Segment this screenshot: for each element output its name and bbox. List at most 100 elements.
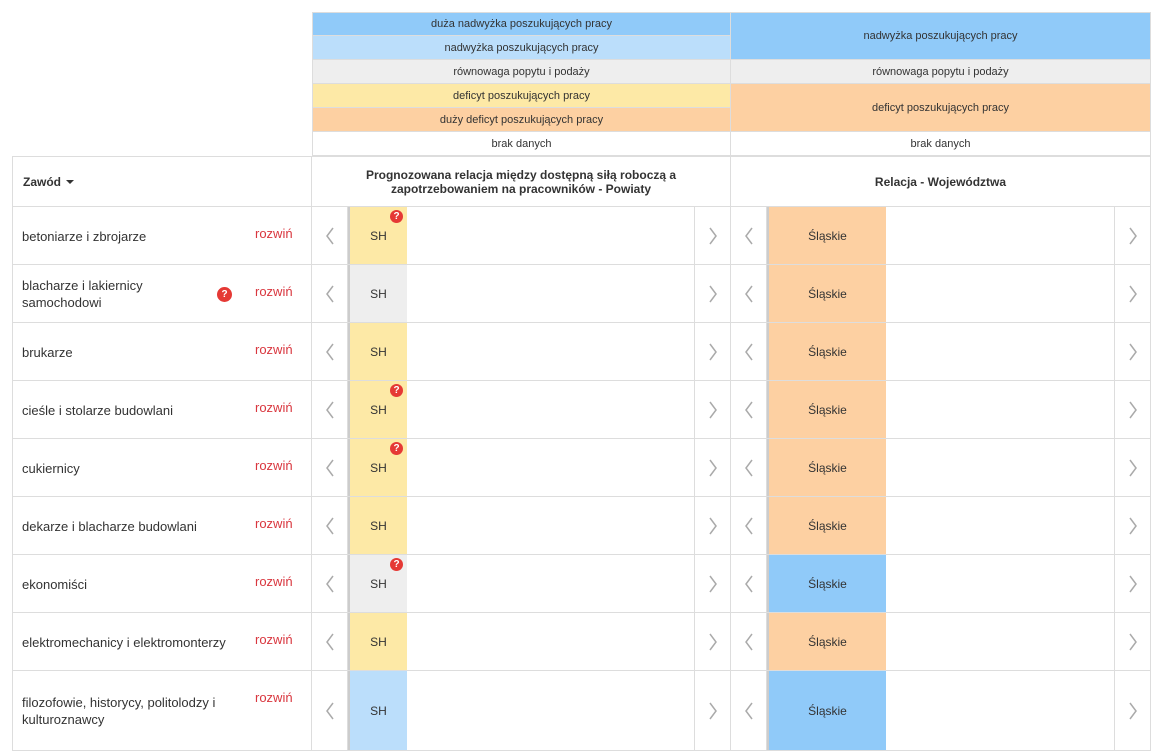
column-divider <box>730 439 731 497</box>
arrow-button[interactable] <box>694 555 730 613</box>
expand-link[interactable]: rozwiń <box>255 342 293 357</box>
column-divider <box>730 381 731 439</box>
column-divider <box>311 439 312 497</box>
arrow-button[interactable] <box>312 381 348 439</box>
occupation-text: elektromechanicy i elektromonterzy <box>22 634 226 650</box>
help-icon[interactable]: ? <box>390 442 403 455</box>
chevron <box>1128 343 1137 361</box>
arrow-button[interactable] <box>312 671 348 751</box>
arrow-button[interactable] <box>694 439 730 497</box>
column-divider <box>311 497 312 555</box>
region-cell: Śląskie <box>767 439 886 496</box>
arrow-button[interactable] <box>312 207 348 265</box>
arrow-button[interactable] <box>694 265 730 323</box>
chevron <box>708 633 717 651</box>
column-divider <box>730 613 731 671</box>
arrow-button[interactable] <box>1114 555 1150 613</box>
arrow-button[interactable] <box>731 439 767 497</box>
occupation-text: filozofowie, historycy, politolodzy i ku… <box>22 695 216 727</box>
arrow-button[interactable] <box>1114 265 1150 323</box>
arrow-button[interactable] <box>694 381 730 439</box>
column-header[interactable]: Zawód <box>12 156 312 207</box>
chevron <box>708 517 717 535</box>
help-icon[interactable]: ? <box>390 384 403 397</box>
arrow-button[interactable] <box>312 265 348 323</box>
header-text: Zawód <box>23 174 61 189</box>
arrow-button[interactable] <box>694 671 730 751</box>
arrow-button[interactable] <box>731 381 767 439</box>
column-divider <box>730 265 731 323</box>
column-divider <box>730 323 731 381</box>
region-cell: Śląskie <box>767 613 886 670</box>
arrow-button[interactable] <box>1114 439 1150 497</box>
column-header: Prognozowana relacja między dostępną sił… <box>312 156 731 207</box>
row-border <box>12 497 1151 555</box>
legend-item: brak danych <box>731 132 1151 156</box>
occupation-name: dekarze i blacharze budowlani <box>12 497 242 555</box>
arrow-button[interactable] <box>1114 381 1150 439</box>
chevron <box>744 633 753 651</box>
expand-link[interactable]: rozwiń <box>255 632 293 647</box>
region-cell: Śląskie <box>767 323 886 380</box>
arrow-button[interactable] <box>694 323 730 381</box>
help-icon[interactable]: ? <box>390 210 403 223</box>
arrow-button[interactable] <box>731 497 767 555</box>
arrow-button[interactable] <box>731 613 767 671</box>
arrow-button[interactable] <box>694 207 730 265</box>
expand-link[interactable]: rozwiń <box>255 516 293 531</box>
row-border <box>12 207 1151 265</box>
chevron <box>325 343 334 361</box>
arrow-button[interactable] <box>1114 497 1150 555</box>
chevron <box>1128 633 1137 651</box>
occupation-name: betoniarze i zbrojarze <box>12 207 242 265</box>
arrow-button[interactable] <box>731 207 767 265</box>
arrow-button[interactable] <box>312 323 348 381</box>
arrow-button[interactable] <box>312 613 348 671</box>
arrow-button[interactable] <box>731 323 767 381</box>
region-cell: Śląskie <box>767 555 886 612</box>
arrow-button[interactable] <box>312 439 348 497</box>
expand-link[interactable]: rozwiń <box>255 574 293 589</box>
occupation-name: filozofowie, historycy, politolodzy i ku… <box>12 671 242 751</box>
arrow-button[interactable] <box>694 613 730 671</box>
powiat-cell: SH <box>348 323 407 380</box>
legend-item: deficyt poszukujących pracy <box>312 84 731 108</box>
arrow-button[interactable] <box>731 555 767 613</box>
arrow-button[interactable] <box>694 497 730 555</box>
help-icon[interactable]: ? <box>217 286 232 302</box>
occupation-text: dekarze i blacharze budowlani <box>22 518 197 534</box>
column-divider <box>311 613 312 671</box>
column-divider <box>311 207 312 265</box>
expand-link[interactable]: rozwiń <box>255 400 293 415</box>
help-icon[interactable]: ? <box>390 558 403 571</box>
occupation-name: cukiernicy <box>12 439 242 497</box>
powiat-cell: SH <box>348 613 407 670</box>
legend-item: brak danych <box>312 132 731 156</box>
arrow-button[interactable] <box>1114 207 1150 265</box>
column-divider <box>730 207 731 265</box>
region-cell: Śląskie <box>767 265 886 322</box>
column-header: Relacja - Województwa <box>731 156 1151 207</box>
row-border <box>12 439 1151 497</box>
arrow-button[interactable] <box>1114 323 1150 381</box>
chevron <box>1128 459 1137 477</box>
chevron <box>1128 575 1137 593</box>
arrow-button[interactable] <box>1114 613 1150 671</box>
chevron <box>744 343 753 361</box>
expand-link[interactable]: rozwiń <box>255 226 293 241</box>
arrow-button[interactable] <box>312 497 348 555</box>
column-divider <box>311 265 312 323</box>
chevron <box>744 702 753 720</box>
occupation-text: betoniarze i zbrojarze <box>22 228 147 244</box>
chevron <box>325 459 334 477</box>
arrow-button[interactable] <box>731 671 767 751</box>
chevron <box>1128 227 1137 245</box>
arrow-button[interactable] <box>731 265 767 323</box>
expand-link[interactable]: rozwiń <box>255 284 293 299</box>
arrow-button[interactable] <box>1114 671 1150 751</box>
arrow-button[interactable] <box>312 555 348 613</box>
occupation-text: ekonomiści <box>22 576 88 592</box>
expand-link[interactable]: rozwiń <box>255 690 293 705</box>
chevron <box>325 633 334 651</box>
expand-link[interactable]: rozwiń <box>255 458 293 473</box>
